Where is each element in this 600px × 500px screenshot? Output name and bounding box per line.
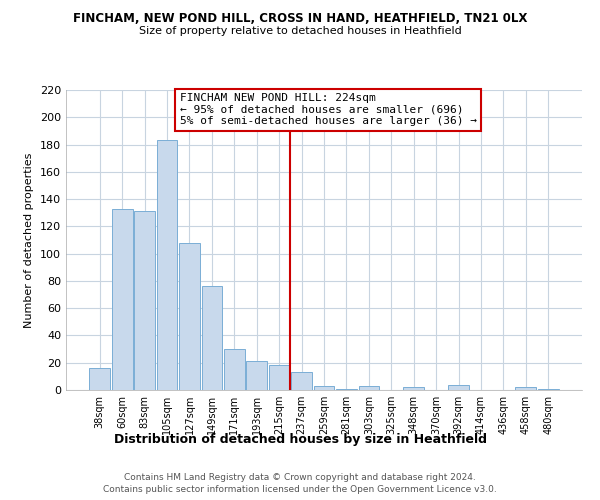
Bar <box>112 208 133 390</box>
Y-axis label: Number of detached properties: Number of detached properties <box>25 152 34 328</box>
Text: Size of property relative to detached houses in Heathfield: Size of property relative to detached ho… <box>139 26 461 36</box>
Text: FINCHAM NEW POND HILL: 224sqm
← 95% of detached houses are smaller (696)
5% of s: FINCHAM NEW POND HILL: 224sqm ← 95% of d… <box>179 93 476 126</box>
Bar <box>224 349 245 390</box>
Bar <box>89 368 110 390</box>
Bar <box>359 386 379 390</box>
Bar <box>403 388 424 390</box>
Text: FINCHAM, NEW POND HILL, CROSS IN HAND, HEATHFIELD, TN21 0LX: FINCHAM, NEW POND HILL, CROSS IN HAND, H… <box>73 12 527 26</box>
Text: Distribution of detached houses by size in Heathfield: Distribution of detached houses by size … <box>113 432 487 446</box>
Bar <box>314 386 334 390</box>
Bar <box>336 388 357 390</box>
Text: Contains HM Land Registry data © Crown copyright and database right 2024.: Contains HM Land Registry data © Crown c… <box>124 472 476 482</box>
Bar <box>247 362 267 390</box>
Bar <box>269 366 289 390</box>
Bar <box>448 384 469 390</box>
Bar <box>202 286 222 390</box>
Bar <box>291 372 312 390</box>
Bar <box>157 140 178 390</box>
Bar <box>134 212 155 390</box>
Text: Contains public sector information licensed under the Open Government Licence v3: Contains public sector information licen… <box>103 485 497 494</box>
Bar <box>538 388 559 390</box>
Bar <box>515 388 536 390</box>
Bar <box>179 242 200 390</box>
